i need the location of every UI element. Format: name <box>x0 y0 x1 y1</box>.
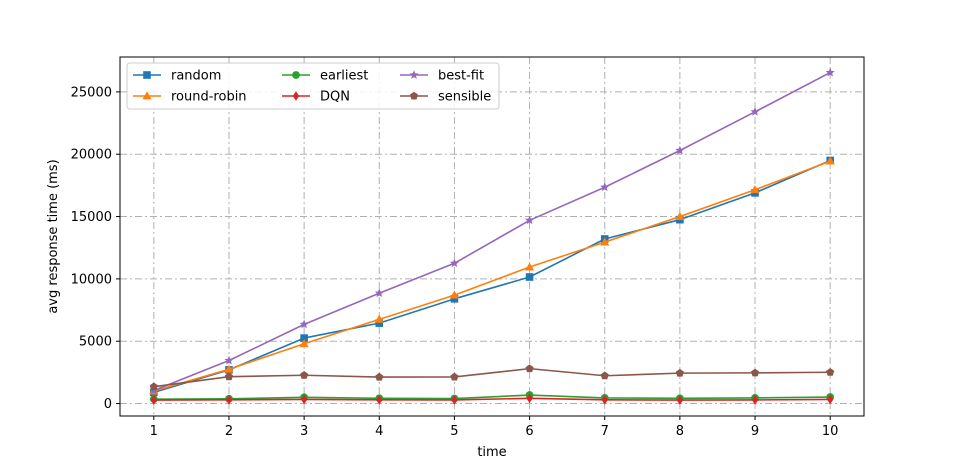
data-point-random <box>525 273 534 281</box>
data-point-sensible <box>750 368 760 377</box>
x-tick-label: 7 <box>601 424 609 439</box>
data-point-dqn <box>376 394 383 405</box>
legend-marker <box>143 71 151 79</box>
series-dqn <box>150 393 834 405</box>
data-point-best-fit <box>374 288 384 298</box>
data-point-dqn <box>225 394 233 405</box>
legend-entry-round-robin: round-robin <box>133 90 247 105</box>
data-point-dqn <box>300 394 308 405</box>
data-point-round-robin <box>299 339 309 348</box>
data-point-sensible <box>300 370 309 379</box>
data-point-best-fit <box>449 258 459 268</box>
series-line-sensible <box>153 367 831 388</box>
x-tick-label: 8 <box>676 424 684 439</box>
legend-marker <box>409 91 419 100</box>
data-point-random <box>300 334 308 342</box>
data-point-dqn <box>826 394 834 405</box>
axis-ticks: 1 2 3 4 5 6 7 8 9 10 0 5000 10000 15000 20000 25000 <box>71 85 839 439</box>
data-point-best-fit <box>750 107 760 116</box>
legend-label: earliest <box>320 69 368 84</box>
x-axis-label: time <box>477 445 506 460</box>
data-point-round-robin <box>825 156 835 165</box>
data-point-round-robin <box>750 185 760 194</box>
series-line-dqn <box>153 397 831 401</box>
x-tick-label: 6 <box>525 424 533 439</box>
data-point-round-robin <box>524 262 535 271</box>
legend-marker <box>292 71 300 79</box>
data-point-sensible <box>450 372 459 381</box>
legend-marker <box>142 91 152 100</box>
legend-entry-random: random <box>133 69 221 84</box>
data-point-best-fit <box>600 182 610 192</box>
data-point-round-robin <box>449 290 460 299</box>
data-point-dqn <box>526 393 533 404</box>
data-point-dqn <box>150 395 158 405</box>
series-line-best-fit <box>153 71 831 392</box>
y-tick-label: 25000 <box>71 85 112 100</box>
x-tick-label: 9 <box>751 424 759 439</box>
data-point-round-robin <box>600 237 610 246</box>
data-point-sensible <box>675 368 684 377</box>
legend-label: best-fit <box>438 69 484 84</box>
series-random <box>150 156 834 397</box>
data-point-random <box>450 295 459 303</box>
legend-label: sensible <box>438 90 491 105</box>
plot-frame <box>119 56 865 417</box>
y-tick-label: 0 <box>104 397 112 412</box>
data-point-round-robin <box>374 314 384 323</box>
data-point-dqn <box>451 395 458 405</box>
data-point-round-robin <box>224 364 234 373</box>
series-line-round-robin <box>153 160 831 392</box>
data-point-sensible <box>375 372 384 381</box>
data-point-best-fit <box>825 67 835 77</box>
data-point-random <box>375 319 384 327</box>
series-best-fit <box>149 67 835 395</box>
legend-label: DQN <box>320 90 350 105</box>
x-tick-label: 5 <box>450 424 458 439</box>
legend: random round-robin earliest DQN best-fit sens… <box>126 62 500 110</box>
legend-entry-sensible: sensible <box>400 90 491 105</box>
legend-label: round-robin <box>171 90 247 105</box>
data-point-sensible <box>826 367 835 376</box>
y-tick-label: 20000 <box>71 148 112 163</box>
series-line-earliest <box>153 394 831 400</box>
legend-entry-dqn: DQN <box>282 90 350 105</box>
data-point-sensible <box>525 364 534 373</box>
y-axis-label: avg response time (ms) <box>46 159 61 313</box>
legend-entry-earliest: earliest <box>282 69 368 84</box>
series-earliest <box>149 391 835 404</box>
data-point-dqn <box>676 395 684 405</box>
x-tick-label: 1 <box>150 424 158 439</box>
data-point-best-fit <box>299 319 309 329</box>
x-tick-label: 10 <box>822 424 839 439</box>
series-line-random <box>153 159 831 394</box>
data-point-sensible <box>224 372 234 381</box>
data-point-dqn <box>751 395 759 405</box>
x-tick-label: 4 <box>375 424 383 439</box>
legend-marker <box>409 70 419 79</box>
x-tick-label: 2 <box>225 424 233 439</box>
series-lines <box>149 67 835 405</box>
y-tick-label: 5000 <box>79 335 112 350</box>
series-sensible <box>149 364 835 391</box>
data-point-round-robin <box>675 211 685 220</box>
x-tick-label: 3 <box>300 424 308 439</box>
y-tick-label: 15000 <box>71 210 112 225</box>
y-tick-label: 10000 <box>71 272 112 287</box>
data-point-best-fit <box>675 145 685 155</box>
data-point-dqn <box>601 394 608 405</box>
data-point-best-fit <box>224 355 234 365</box>
legend-label: random <box>171 69 221 84</box>
data-point-sensible <box>149 382 158 391</box>
series-round-robin <box>149 156 835 395</box>
legend-entry-best-fit: best-fit <box>400 69 484 84</box>
data-point-sensible <box>600 371 609 380</box>
legend-marker <box>292 91 300 101</box>
data-point-best-fit <box>525 215 535 225</box>
